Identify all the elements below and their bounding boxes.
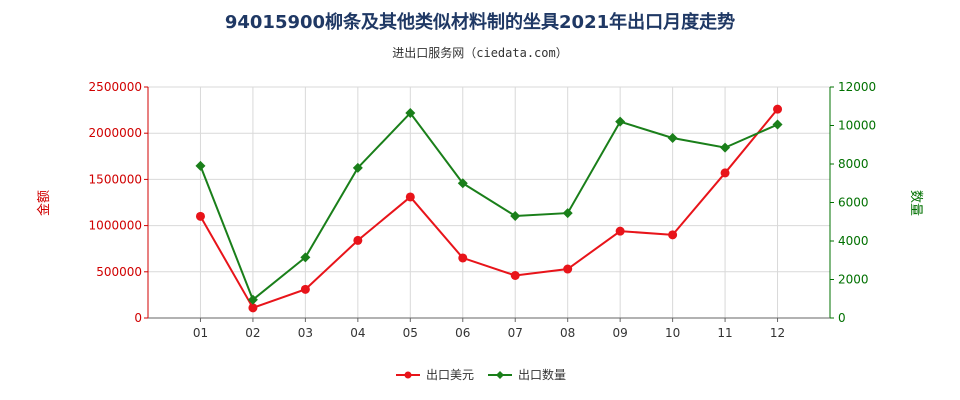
series-point-2 [247, 294, 258, 305]
series-point-1 [773, 104, 783, 114]
y-left-tick-label: 2000000 [89, 126, 142, 140]
x-tick-label: 09 [613, 326, 628, 340]
y-left-tick-label: 2500000 [89, 80, 142, 94]
series-point-1 [720, 168, 730, 178]
x-tick-label: 05 [403, 326, 418, 340]
chart-subtitle: 进出口服务网（ciedata.com） [392, 46, 568, 60]
series-point-2 [300, 252, 311, 263]
series-line-1 [199, 108, 779, 310]
series-point-1 [668, 230, 678, 240]
y-left-tick-label: 0 [134, 311, 142, 325]
legend-swatch-marker [404, 371, 412, 379]
y-right-tick-label: 6000 [838, 196, 869, 210]
x-tick-label: 01 [193, 326, 208, 340]
grid-lines [147, 86, 831, 319]
series-layer [195, 104, 783, 313]
y-axis-right-title: 数量 [908, 190, 923, 216]
x-tick-label: 08 [560, 326, 575, 340]
series-point-1 [353, 235, 363, 245]
series-point-2 [772, 119, 783, 130]
legend-swatch-marker [496, 371, 504, 379]
legend-label: 出口美元 [426, 368, 474, 382]
axes [144, 86, 834, 322]
y-right-tick-label: 0 [838, 311, 846, 325]
series-point-2 [457, 178, 468, 189]
x-tick-label: 10 [665, 326, 680, 340]
series-point-1 [405, 192, 415, 202]
y-right-tick-label: 10000 [838, 119, 876, 133]
y-axis-left-title: 金额 [36, 190, 52, 216]
series-point-1 [615, 226, 625, 236]
series-point-1 [300, 284, 310, 294]
y-left-tick-label: 500000 [96, 265, 142, 279]
series-point-2 [562, 208, 573, 219]
series-point-2 [510, 210, 521, 221]
legend: 出口美元 出口数量 [396, 367, 566, 382]
series-line-2 [199, 111, 778, 302]
tick-labels: 0 500000 1000000 1500000 2000000 2500000 0 2000… [89, 80, 877, 340]
series-point-2 [352, 162, 363, 173]
series-point-1 [510, 270, 520, 280]
y-right-tick-label: 8000 [838, 157, 869, 171]
x-tick-label: 04 [350, 326, 365, 340]
series-point-2 [667, 133, 678, 144]
plot-frame [147, 86, 831, 319]
series-point-2 [195, 160, 206, 171]
y-right-tick-label: 4000 [838, 234, 869, 248]
x-tick-label: 06 [455, 326, 470, 340]
y-left-tick-label: 1000000 [89, 219, 142, 233]
series-point-2 [720, 142, 731, 153]
x-tick-label: 02 [245, 326, 260, 340]
x-tick-label: 11 [717, 326, 732, 340]
chart-title: 94015900柳条及其他类似材料制的坐具2021年出口月度走势 [224, 12, 736, 33]
series-point-1 [563, 264, 573, 274]
series-point-1 [195, 211, 205, 221]
series-point-2 [615, 116, 626, 127]
series-point-2 [405, 107, 416, 118]
y-right-tick-label: 2000 [838, 273, 869, 287]
y-right-tick-label: 12000 [838, 80, 876, 94]
y-left-tick-label: 1500000 [89, 172, 142, 186]
x-tick-label: 07 [508, 326, 523, 340]
series-point-1 [458, 253, 468, 263]
x-tick-label: 03 [298, 326, 313, 340]
legend-label: 出口数量 [518, 367, 566, 382]
series-point-1 [248, 303, 258, 313]
x-tick-label: 12 [770, 326, 785, 340]
